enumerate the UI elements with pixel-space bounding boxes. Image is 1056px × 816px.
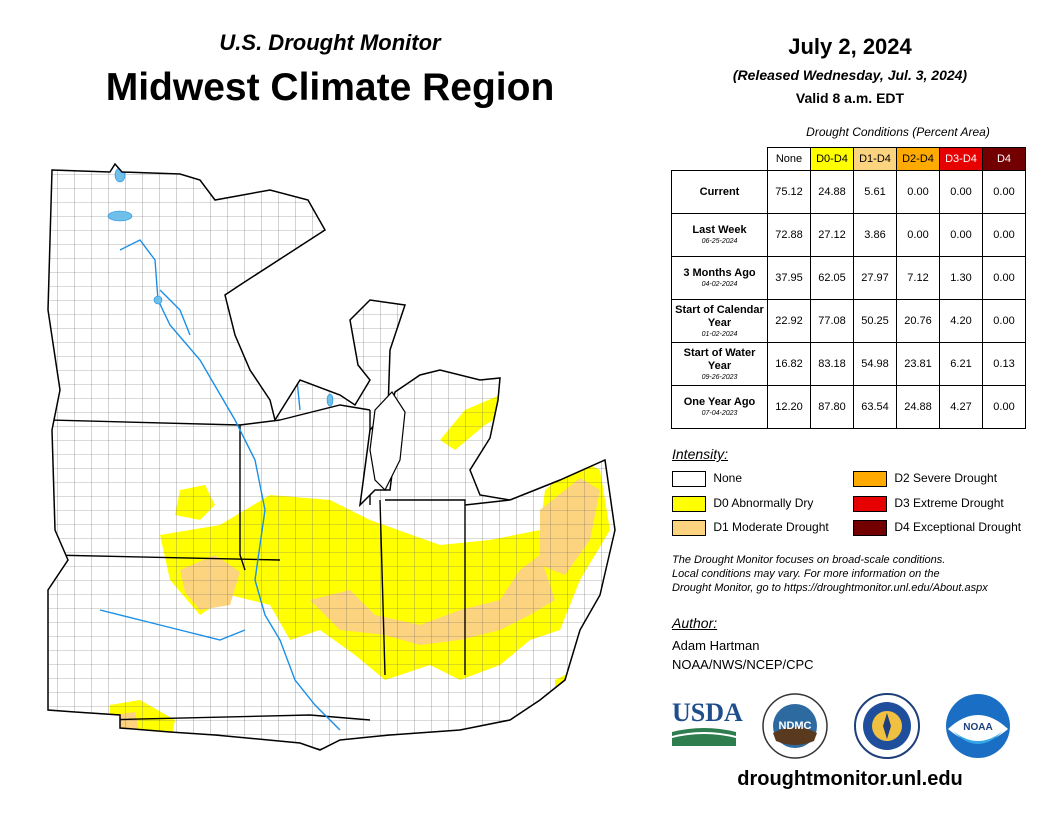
nws-logo: [854, 693, 920, 759]
footer-url[interactable]: droughtmonitor.unl.edu: [737, 768, 963, 790]
table-cell: 4.20: [939, 299, 983, 343]
legend-item-d3: D3 Extreme Drought: [853, 496, 1004, 515]
table-cell: 0.00: [982, 299, 1026, 343]
table-row: Start of Water Year 09-26-2023 16.82 83.1…: [671, 342, 1026, 386]
table-cell: 0.00: [982, 170, 1026, 214]
map-date: July 2, 2024: [788, 34, 912, 59]
col-header-d0: D0-D4: [810, 147, 854, 171]
table-row: One Year Ago 07-04-2023 12.20 87.80 63.54…: [671, 385, 1026, 429]
table-cell: 0.00: [939, 170, 983, 214]
legend-swatch-d1: [672, 520, 706, 536]
map-title: Midwest Climate Region: [105, 66, 555, 109]
map-subtitle: U.S. Drought Monitor: [219, 30, 441, 55]
table-cell: 20.76: [896, 299, 940, 343]
legend-swatch-d2: [853, 471, 887, 487]
table-cell: 23.81: [896, 342, 940, 386]
table-cell: 22.92: [767, 299, 811, 343]
legend-item-none: None: [672, 471, 742, 490]
legend-label: D2 Severe Drought: [894, 471, 998, 485]
table-cell: 4.27: [939, 385, 983, 429]
legend-label: D1 Moderate Drought: [713, 520, 829, 534]
table-header-row: None D0-D4 D1-D4 D2-D4 D3-D4 D4: [672, 147, 1026, 171]
valid-time: Valid 8 a.m. EDT: [795, 90, 905, 106]
col-header-d3: D3-D4: [939, 147, 983, 171]
row-label: Start of Calendar Year 01-02-2024: [671, 299, 768, 343]
legend-item-d2: D2 Severe Drought: [853, 471, 997, 490]
table-cell: 77.08: [810, 299, 854, 343]
table-cell: 0.00: [896, 213, 940, 257]
legend-swatch-d3: [853, 496, 887, 512]
row-label: Current: [671, 170, 768, 214]
table-cell: 6.21: [939, 342, 983, 386]
note-line[interactable]: Drought Monitor, go to https://droughtmo…: [672, 582, 988, 594]
table-cell: 75.12: [767, 170, 811, 214]
ndmc-logo-text: NDMC: [779, 720, 812, 732]
col-header-d1: D1-D4: [853, 147, 897, 171]
usda-logo-hills: [672, 728, 736, 746]
col-header-d4: D4: [982, 147, 1026, 171]
table-cell: 0.13: [982, 342, 1026, 386]
legend-swatch-d0: [672, 496, 706, 512]
noaa-logo: NOAA: [946, 694, 1010, 758]
table-cell: 0.00: [982, 256, 1026, 300]
table-cell: 0.00: [939, 213, 983, 257]
legend-item-d0: D0 Abnormally Dry: [672, 496, 813, 515]
author-name: Adam Hartman: [672, 638, 760, 653]
legend-label: D3 Extreme Drought: [894, 496, 1004, 510]
table-cell: 27.97: [853, 256, 897, 300]
table-cell: 50.25: [853, 299, 897, 343]
ndmc-logo: NDMC: [762, 693, 828, 759]
row-label: 3 Months Ago 04-02-2024: [671, 256, 768, 300]
legend-item-d1: D1 Moderate Drought: [672, 520, 829, 539]
noaa-logo-text: NOAA: [963, 722, 992, 733]
table-cell: 3.86: [853, 213, 897, 257]
table-cell: 62.05: [810, 256, 854, 300]
table-cell: 5.61: [853, 170, 897, 214]
author-title: Author:: [672, 615, 718, 631]
col-header-d2: D2-D4: [896, 147, 940, 171]
legend-title: Intensity:: [672, 446, 729, 462]
table-cell: 0.00: [982, 213, 1026, 257]
table-cell: 37.95: [767, 256, 811, 300]
disclaimer-note: The Drought Monitor focuses on broad-sca…: [672, 553, 1052, 595]
table-cell: 0.00: [982, 385, 1026, 429]
legend-label: D0 Abnormally Dry: [713, 496, 814, 510]
note-line: The Drought Monitor focuses on broad-sca…: [672, 554, 946, 566]
col-header-none: None: [767, 147, 811, 171]
release-date: (Released Wednesday, Jul. 3, 2024): [732, 67, 968, 83]
table-cell: 24.88: [810, 170, 854, 214]
table-row: Start of Calendar Year 01-02-2024 22.92 7…: [671, 299, 1026, 343]
table-cell: 0.00: [896, 170, 940, 214]
table-row: Last Week 06-25-2024 72.88 27.12 3.86 0.0…: [671, 213, 1026, 257]
table-cell: 72.88: [767, 213, 811, 257]
legend-swatch-d4: [853, 520, 887, 536]
table-cell: 27.12: [810, 213, 854, 257]
table-row: Current 75.12 24.88 5.61 0.00 0.00 0.00: [671, 170, 1026, 214]
lake-michigan: [369, 391, 406, 492]
table-cell: 12.20: [767, 385, 811, 429]
table-cell: 16.82: [767, 342, 811, 386]
table-cell: 83.18: [810, 342, 854, 386]
drought-stats-table: None D0-D4 D1-D4 D2-D4 D3-D4 D4 Current …: [671, 147, 1026, 429]
table-cell: 54.98: [853, 342, 897, 386]
row-label: Last Week 06-25-2024: [671, 213, 768, 257]
row-label: Start of Water Year 09-26-2023: [671, 342, 768, 386]
legend-label: D4 Exceptional Drought: [894, 520, 1022, 534]
legend-item-d4: D4 Exceptional Drought: [853, 520, 1021, 539]
table-cell: 24.88: [896, 385, 940, 429]
table-cell: 7.12: [896, 256, 940, 300]
legend-label: None: [713, 471, 743, 485]
table-row: 3 Months Ago 04-02-2024 37.95 62.05 27.97…: [671, 256, 1026, 300]
table-cell: 1.30: [939, 256, 983, 300]
note-line: Local conditions may vary. For more info…: [672, 568, 940, 580]
drought-map: [47, 163, 616, 751]
table-cell: 87.80: [810, 385, 854, 429]
usda-logo-text: USDA: [672, 698, 743, 727]
row-label: One Year Ago 07-04-2023: [671, 385, 768, 429]
usda-logo: USDA: [672, 698, 743, 750]
table-cell: 63.54: [853, 385, 897, 429]
table-caption: Drought Conditions (Percent Area): [806, 125, 990, 139]
legend-swatch-none: [672, 471, 706, 487]
author-org: NOAA/NWS/NCEP/CPC: [672, 657, 814, 672]
